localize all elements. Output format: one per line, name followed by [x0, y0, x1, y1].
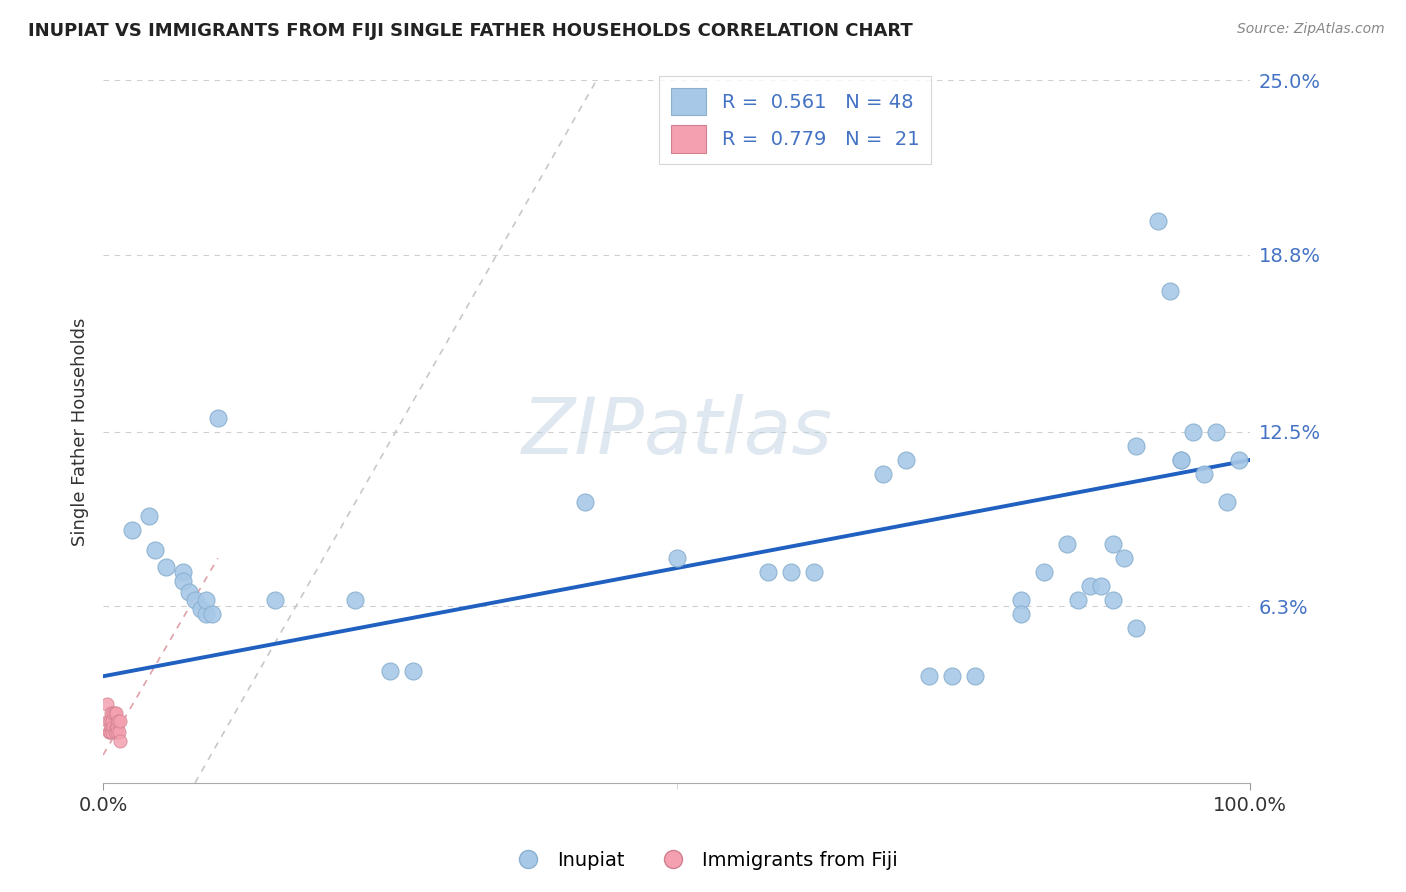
Point: [665, 551, 688, 566]
Point: [104, 720, 127, 734]
Point: [105, 725, 128, 739]
Point: [894, 453, 917, 467]
Y-axis label: Single Father Households: Single Father Households: [72, 318, 89, 546]
Text: ZIPatlas: ZIPatlas: [522, 393, 832, 470]
Point: [143, 542, 166, 557]
Point: [108, 725, 131, 739]
Point: [402, 664, 425, 678]
Point: [1181, 425, 1204, 439]
Point: [103, 720, 125, 734]
Point: [104, 725, 127, 739]
Point: [1227, 453, 1250, 467]
Point: [1205, 425, 1227, 439]
Point: [138, 509, 160, 524]
Point: [1078, 579, 1101, 593]
Point: [1170, 453, 1192, 467]
Point: [101, 714, 124, 729]
Point: [100, 706, 122, 720]
Point: [1056, 537, 1078, 551]
Point: [101, 725, 124, 739]
Point: [172, 574, 194, 588]
Point: [207, 410, 229, 425]
Point: [780, 566, 803, 580]
Point: [98, 725, 121, 739]
Text: INUPIAT VS IMMIGRANTS FROM FIJI SINGLE FATHER HOUSEHOLDS CORRELATION CHART: INUPIAT VS IMMIGRANTS FROM FIJI SINGLE F…: [28, 22, 912, 40]
Point: [190, 602, 212, 616]
Point: [1010, 607, 1032, 622]
Point: [155, 559, 177, 574]
Point: [1125, 439, 1147, 453]
Point: [107, 714, 129, 729]
Point: [97, 725, 120, 739]
Point: [98, 714, 121, 729]
Point: [1147, 214, 1170, 228]
Point: [1090, 579, 1112, 593]
Point: [264, 593, 287, 607]
Point: [104, 706, 127, 720]
Point: [574, 495, 596, 509]
Point: [1067, 593, 1090, 607]
Point: [1112, 551, 1135, 566]
Point: [918, 669, 941, 683]
Point: [872, 467, 894, 481]
Point: [1010, 593, 1032, 607]
Point: [96, 698, 118, 712]
Point: [1101, 593, 1123, 607]
Point: [184, 593, 207, 607]
Point: [103, 706, 125, 720]
Point: [1216, 495, 1239, 509]
Point: [105, 720, 128, 734]
Point: [97, 714, 120, 729]
Point: [344, 593, 367, 607]
Point: [1159, 285, 1181, 299]
Point: [963, 669, 986, 683]
Legend: Inupiat, Immigrants from Fiji: Inupiat, Immigrants from Fiji: [501, 843, 905, 878]
Point: [1170, 453, 1192, 467]
Point: [758, 566, 780, 580]
Point: [100, 720, 122, 734]
Point: [378, 664, 401, 678]
Point: [110, 714, 132, 729]
Point: [1101, 537, 1123, 551]
Text: Source: ZipAtlas.com: Source: ZipAtlas.com: [1237, 22, 1385, 37]
Point: [1032, 566, 1054, 580]
Point: [195, 607, 218, 622]
Point: [941, 669, 963, 683]
Point: [121, 523, 143, 537]
Point: [1125, 622, 1147, 636]
Point: [104, 706, 127, 720]
Point: [803, 566, 825, 580]
Point: [201, 607, 224, 622]
Point: [195, 593, 218, 607]
Point: [179, 585, 201, 599]
Legend: R =  0.561   N = 48, R =  0.779   N =  21: R = 0.561 N = 48, R = 0.779 N = 21: [659, 76, 931, 164]
Point: [172, 566, 194, 580]
Point: [1194, 467, 1216, 481]
Point: [110, 734, 132, 748]
